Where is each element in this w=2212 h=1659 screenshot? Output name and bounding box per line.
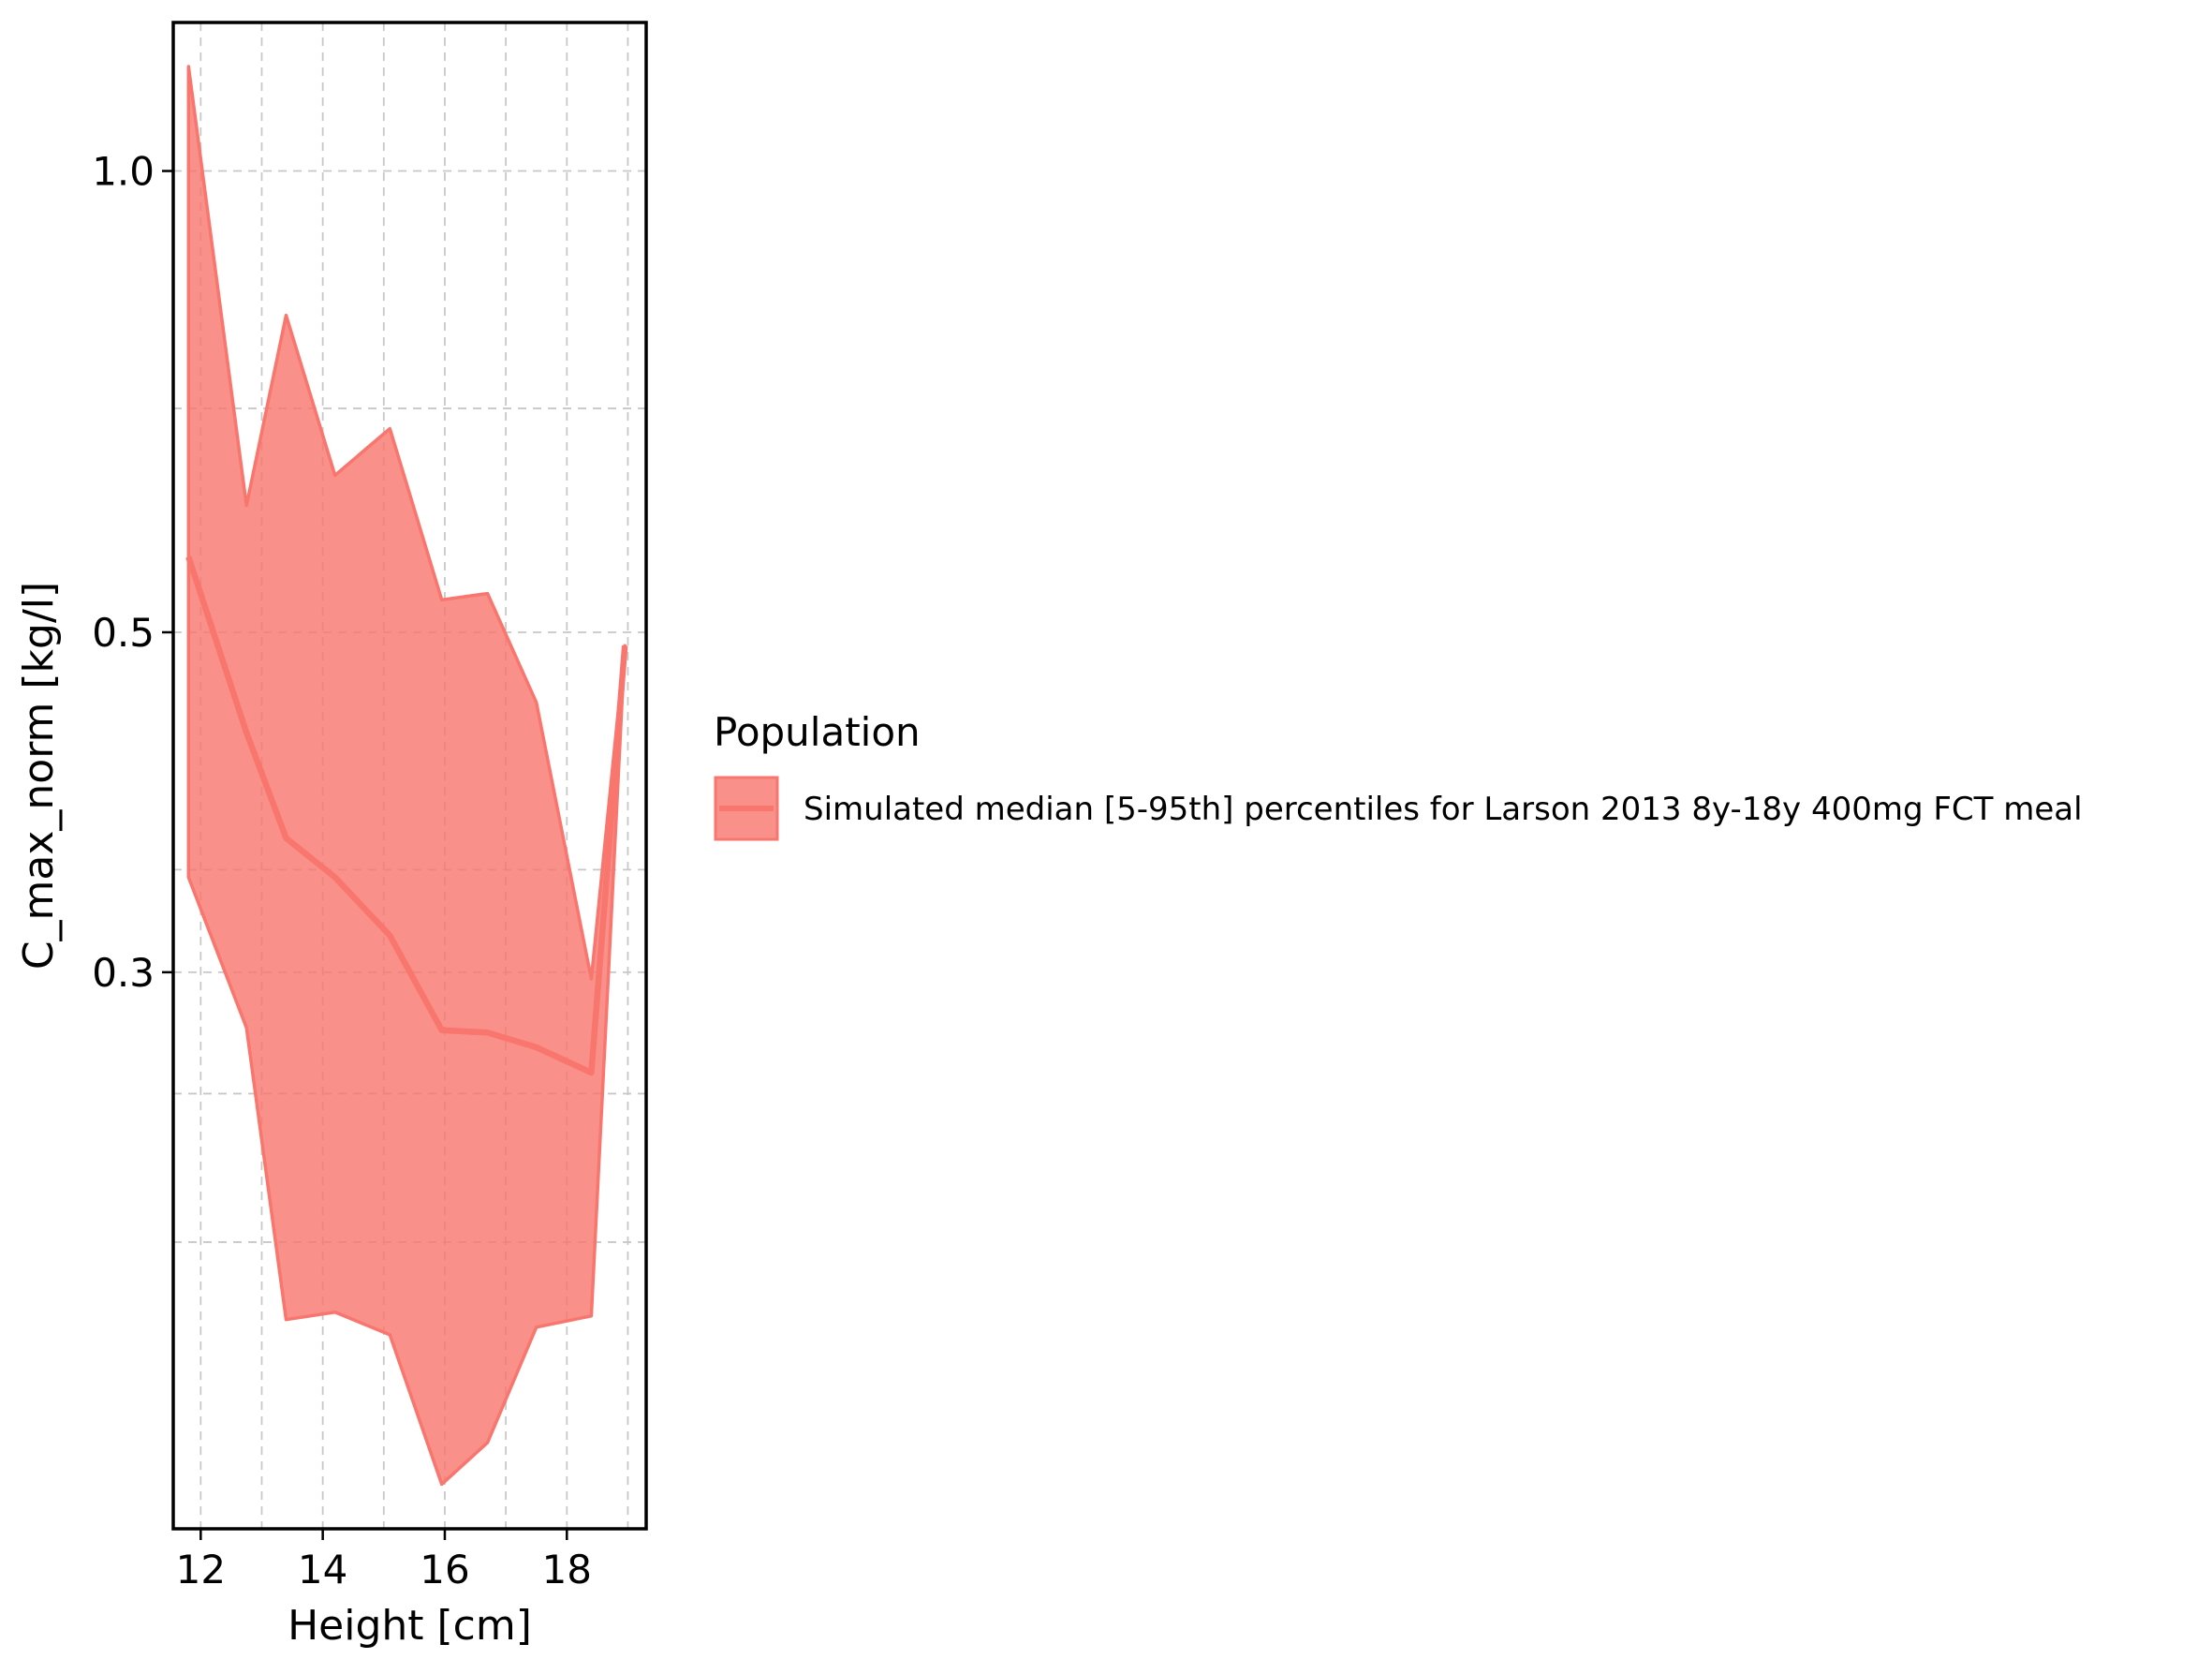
series-layer (185, 65, 628, 1487)
x-tick-label: 12 (176, 1547, 226, 1592)
legend-title: Population (714, 709, 921, 755)
plot-frame (171, 21, 648, 1531)
y-axis-label: C_max_norm [kg/l] (15, 582, 63, 970)
x-tick-label: 14 (298, 1547, 347, 1592)
x-tick-label: 16 (420, 1547, 469, 1592)
y-tick-label: 0.3 (92, 950, 155, 996)
y-tick-label: 1.0 (92, 149, 155, 195)
x-axis: 12 14 16 18 (176, 1529, 592, 1592)
x-tick-label: 18 (542, 1547, 592, 1592)
y-axis: 0.3 0.5 1.0 (92, 149, 173, 996)
x-axis-label: Height [cm] (288, 1602, 532, 1650)
legend: Population Simulated median [5-95th] per… (714, 709, 2083, 841)
median-line (185, 555, 628, 1076)
y-tick-label: 0.5 (92, 610, 155, 656)
percentile-band (186, 65, 627, 1487)
legend-entry-label: Simulated median [5-95th] percentiles fo… (804, 791, 2083, 828)
